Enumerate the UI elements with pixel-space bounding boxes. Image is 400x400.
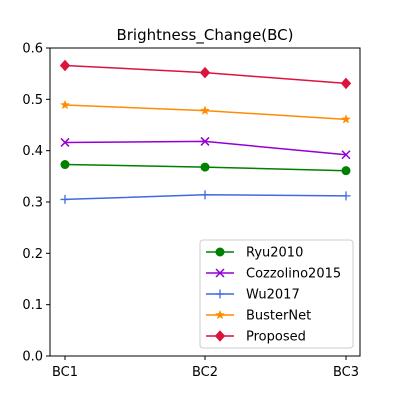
legend-item: Wu2017 (206, 288, 300, 303)
y-tick-label: 0.3 (22, 196, 43, 211)
y-tick-label: 0.2 (22, 247, 43, 262)
diamond-marker (340, 77, 352, 90)
series-busternet (60, 99, 351, 124)
x-tick-label: BC1 (52, 365, 78, 380)
legend: Ryu2010 Cozzolino2015 Wu2017 BusterNet Propo… (199, 239, 354, 349)
legend-item: Ryu2010 (206, 246, 303, 261)
series-cozzolino2015 (60, 136, 351, 160)
legend-label: BusterNet (246, 309, 311, 324)
plus-marker (60, 194, 70, 204)
circle-marker (60, 160, 70, 170)
x-tick-label: BC3 (333, 365, 359, 380)
plus-marker (341, 191, 351, 201)
x-tick-label: BC2 (192, 365, 218, 380)
chart-title: Brightness_Change(BC) (116, 26, 293, 45)
plus-marker (215, 289, 225, 299)
star-marker (200, 105, 210, 115)
legend-label: Proposed (246, 330, 306, 345)
star-marker (215, 309, 225, 320)
legend-item: BusterNet (206, 309, 311, 324)
star-marker (60, 99, 70, 110)
legend-item: Proposed (206, 330, 306, 345)
x-axis: BC1 BC2 BC3 (52, 356, 359, 380)
y-tick-label: 0.1 (22, 298, 43, 313)
series-line (64, 140, 347, 156)
series-proposed (59, 59, 352, 90)
series-ryu2010 (60, 160, 351, 176)
y-tick-label: 0.6 (22, 42, 43, 57)
diamond-marker (199, 66, 211, 79)
circle-marker (200, 162, 210, 172)
legend-box (199, 239, 354, 349)
x-marker (200, 136, 210, 146)
y-tick-label: 0.5 (22, 93, 43, 108)
y-tick-label: 0.0 (22, 350, 43, 365)
y-axis: 0.0 0.1 0.2 0.3 0.4 0.5 0.6 (22, 42, 50, 365)
diamond-marker (59, 59, 71, 72)
diamond-marker (214, 330, 226, 342)
circle-marker (341, 166, 351, 176)
legend-label: Cozzolino2015 (246, 267, 341, 282)
x-marker (341, 150, 351, 160)
legend-label: Wu2017 (246, 288, 300, 303)
series-layer (59, 59, 352, 204)
star-marker (341, 114, 351, 124)
legend-label: Ryu2010 (246, 246, 303, 261)
series-wu2017 (60, 190, 351, 204)
x-marker (215, 268, 225, 278)
y-tick-label: 0.4 (22, 144, 43, 159)
x-marker (60, 137, 70, 147)
circle-marker (215, 247, 225, 257)
plus-marker (200, 190, 210, 200)
legend-item: Cozzolino2015 (206, 267, 341, 282)
